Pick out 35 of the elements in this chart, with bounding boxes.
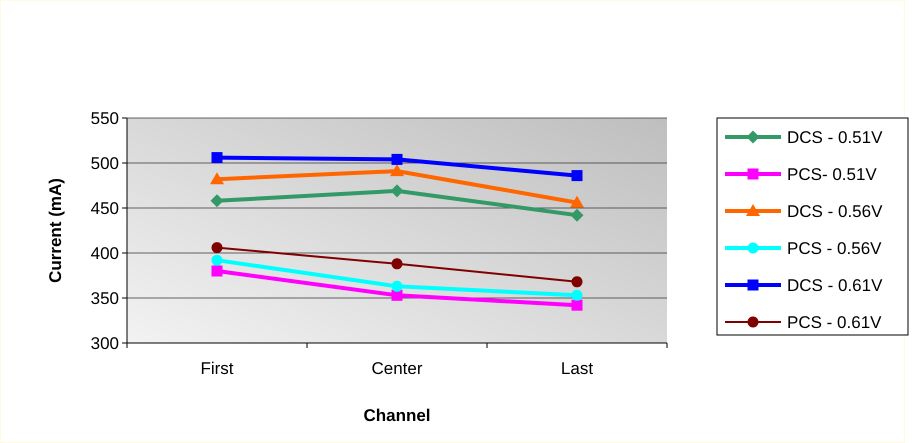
legend-label: DCS - 0.51V: [787, 128, 884, 147]
x-axis-title: Channel: [363, 406, 431, 425]
point: [210, 172, 224, 184]
y-tick-label: 500: [90, 154, 119, 173]
point: [572, 300, 582, 311]
y-tick-label: 400: [90, 244, 119, 263]
point: [392, 258, 402, 270]
point: [392, 154, 402, 165]
point: [390, 164, 404, 176]
point: [572, 276, 582, 288]
legend-label: DCS - 0.56V: [787, 202, 884, 221]
legend-label: PCS - 0.61V: [787, 312, 882, 332]
point: [210, 194, 224, 208]
point: [572, 170, 582, 182]
y-tick-label: 300: [90, 334, 119, 353]
y-tick-label: 550: [90, 108, 119, 128]
y-axis-title: Current (mA): [46, 178, 65, 283]
legend-label: DCS - 0.61V: [787, 276, 884, 295]
x-tick-label: Last: [560, 359, 594, 378]
point: [392, 290, 402, 301]
y-tick-label: 350: [90, 288, 119, 308]
point: [570, 208, 584, 222]
y-tick-label: 450: [90, 198, 119, 218]
legend-label: PCS- 0.51V: [787, 164, 878, 184]
point: [212, 152, 222, 164]
point: [212, 254, 222, 266]
point: [390, 184, 404, 198]
point: [212, 266, 222, 276]
x-tick-label: Center: [371, 359, 423, 378]
point: [572, 290, 582, 301]
legend-label: PCS - 0.56V: [787, 238, 882, 258]
x-tick-label: First: [200, 359, 234, 378]
point: [392, 280, 402, 292]
point: [570, 196, 584, 208]
point: [212, 242, 222, 254]
